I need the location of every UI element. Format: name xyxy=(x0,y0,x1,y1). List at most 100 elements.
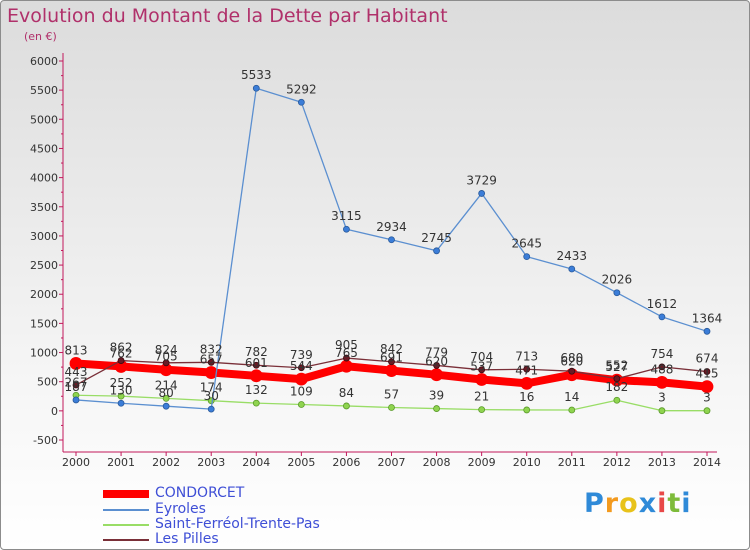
data-point-eyroles xyxy=(568,265,576,273)
legend-swatch-les-pilles xyxy=(103,539,149,541)
data-point-saint-ferr-ol-trente-pas xyxy=(117,392,125,400)
legend-swatch-condorcet xyxy=(103,490,149,498)
data-label-les-pilles: 704 xyxy=(470,350,493,364)
x-tick-label: 2000 xyxy=(62,456,90,469)
chart-subtitle: (en €) xyxy=(24,30,57,43)
data-point-eyroles xyxy=(297,98,305,106)
data-point-les-pilles xyxy=(568,367,576,375)
data-point-saint-ferr-ol-trente-pas xyxy=(658,407,666,415)
data-label-eyroles: 187 xyxy=(65,380,88,394)
data-point-saint-ferr-ol-trente-pas xyxy=(252,399,260,407)
data-label-saint-ferr-ol-trente-pas: 174 xyxy=(200,381,223,395)
data-label-condorcet: 620 xyxy=(560,355,583,369)
data-point-condorcet xyxy=(430,368,443,382)
proxiti-logo: Proxiti xyxy=(584,488,692,519)
data-label-condorcet: 765 xyxy=(335,346,358,360)
data-point-condorcet xyxy=(294,372,308,386)
y-tick-label: 2000 xyxy=(30,288,58,301)
data-point-eyroles xyxy=(207,405,215,413)
data-point-les-pilles xyxy=(252,361,260,369)
data-point-eyroles xyxy=(658,313,666,321)
data-point-eyroles xyxy=(162,402,170,410)
data-point-condorcet xyxy=(700,380,714,394)
data-point-condorcet xyxy=(520,376,534,390)
data-point-eyroles xyxy=(478,190,486,197)
data-point-condorcet xyxy=(655,375,669,389)
logo-letter: r xyxy=(604,488,620,519)
data-label-condorcet: 657 xyxy=(200,353,223,367)
data-point-saint-ferr-ol-trente-pas xyxy=(613,396,621,404)
x-tick-label: 2001 xyxy=(107,456,135,469)
y-tick-label: 1500 xyxy=(30,317,58,330)
data-point-saint-ferr-ol-trente-pas xyxy=(388,404,395,411)
data-point-saint-ferr-ol-trente-pas xyxy=(297,401,305,408)
data-point-saint-ferr-ol-trente-pas xyxy=(568,406,576,414)
data-label-les-pilles: 905 xyxy=(335,338,358,352)
data-point-les-pilles xyxy=(72,381,80,389)
data-label-saint-ferr-ol-trente-pas: 182 xyxy=(605,380,628,394)
data-label-condorcet: 415 xyxy=(696,367,719,381)
data-label-les-pilles: 779 xyxy=(425,345,448,359)
data-label-condorcet: 527 xyxy=(605,360,628,374)
data-point-les-pilles xyxy=(117,357,125,364)
data-label-les-pilles: 824 xyxy=(155,343,178,357)
legend-label-saint-ferreol: Saint-Ferréol-Trente-Pas xyxy=(155,516,320,532)
data-point-saint-ferr-ol-trente-pas xyxy=(343,402,350,410)
y-tick-label: 3000 xyxy=(30,230,58,243)
y-tick-label: 1000 xyxy=(30,347,58,360)
data-label-saint-ferr-ol-trente-pas: 57 xyxy=(384,388,399,402)
data-point-eyroles xyxy=(117,399,125,407)
x-tick-label: 2012 xyxy=(603,456,631,469)
logo-letter: i xyxy=(681,488,692,519)
data-label-saint-ferr-ol-trente-pas: 109 xyxy=(290,384,313,398)
logo-letter: i xyxy=(657,488,668,519)
data-label-saint-ferr-ol-trente-pas: 267 xyxy=(65,375,88,389)
data-label-saint-ferr-ol-trente-pas: 84 xyxy=(339,386,354,400)
y-tick-label: 4500 xyxy=(30,142,58,155)
data-point-les-pilles xyxy=(478,366,486,374)
data-label-les-pilles: 713 xyxy=(515,349,538,363)
logo-letter: P xyxy=(584,488,605,519)
data-point-eyroles xyxy=(703,327,711,335)
x-tick-label: 2006 xyxy=(332,456,360,469)
chart-title: Evolution du Montant de la Dette par Hab… xyxy=(7,5,448,27)
x-tick-label: 2008 xyxy=(423,456,451,469)
data-label-eyroles: 3115 xyxy=(331,209,362,223)
data-point-les-pilles xyxy=(703,368,711,375)
y-tick-label: 4000 xyxy=(30,172,58,185)
data-label-saint-ferr-ol-trente-pas: 214 xyxy=(155,378,178,392)
data-label-condorcet: 691 xyxy=(380,351,403,365)
data-label-les-pilles: 443 xyxy=(65,365,88,379)
data-point-saint-ferr-ol-trente-pas xyxy=(523,406,531,414)
y-tick-label: 5500 xyxy=(30,84,58,97)
data-label-condorcet: 762 xyxy=(110,346,133,360)
data-point-eyroles xyxy=(343,225,350,233)
data-label-eyroles: 2645 xyxy=(511,237,542,251)
y-tick-label: 500 xyxy=(37,376,58,389)
data-label-eyroles: 80 xyxy=(159,386,174,400)
y-tick-label: 5000 xyxy=(30,113,58,126)
logo-letter: x xyxy=(638,488,658,519)
data-label-les-pilles: 842 xyxy=(380,342,403,356)
data-point-saint-ferr-ol-trente-pas xyxy=(703,407,711,415)
data-point-eyroles xyxy=(613,289,621,297)
x-tick-label: 2004 xyxy=(242,456,270,469)
data-label-condorcet: 813 xyxy=(65,343,88,357)
data-label-condorcet: 601 xyxy=(245,356,268,370)
data-point-condorcet xyxy=(69,357,83,370)
legend-swatch-eyroles xyxy=(103,509,149,511)
data-label-les-pilles: 680 xyxy=(560,351,583,365)
data-point-condorcet xyxy=(475,373,489,386)
data-point-saint-ferr-ol-trente-pas xyxy=(162,394,170,402)
data-point-eyroles xyxy=(388,236,395,244)
data-point-les-pilles xyxy=(613,375,621,383)
x-tick-label: 2014 xyxy=(693,456,721,469)
y-tick-label: -500 xyxy=(33,434,58,447)
data-point-eyroles xyxy=(433,247,440,255)
data-label-eyroles: 2026 xyxy=(602,273,633,287)
data-label-saint-ferr-ol-trente-pas: 21 xyxy=(474,390,489,404)
data-point-les-pilles xyxy=(433,362,440,369)
data-point-eyroles xyxy=(523,253,531,261)
data-label-condorcet: 488 xyxy=(650,362,673,376)
